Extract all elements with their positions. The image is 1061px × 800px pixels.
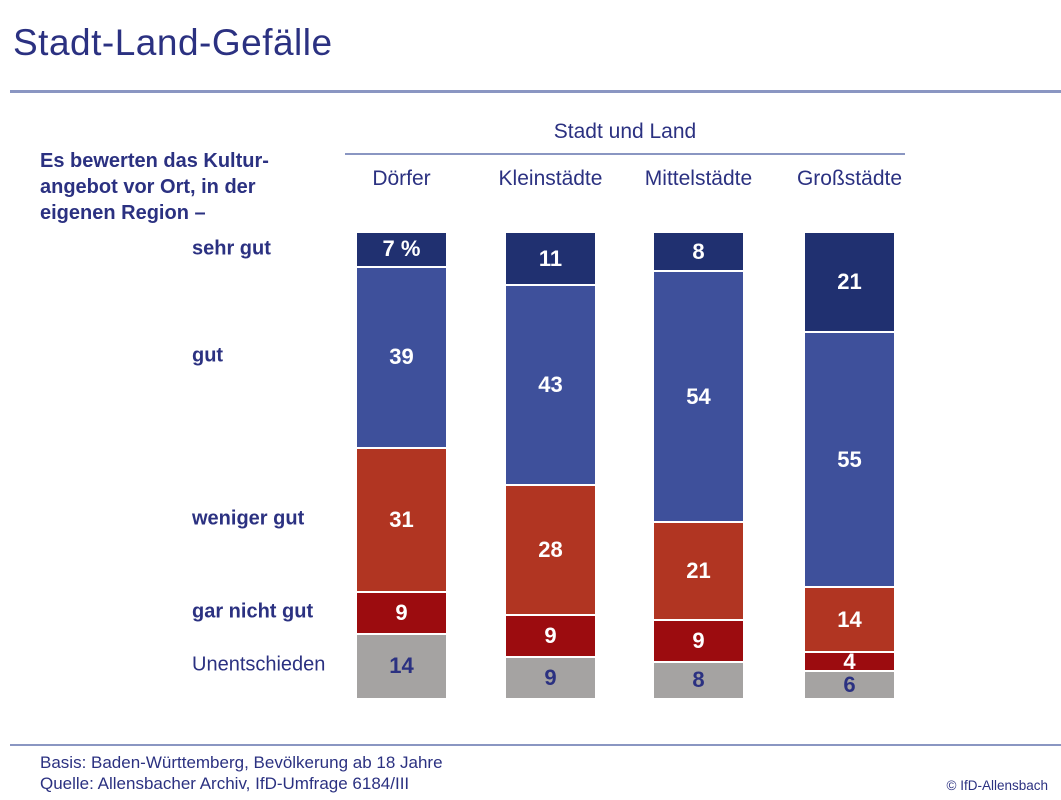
bar-value-label: 8	[692, 667, 705, 693]
bar-value-label: 28	[538, 537, 563, 563]
column-label: Mittelstädte	[644, 167, 753, 190]
bar-segment: 4	[805, 648, 894, 674]
bar-segment: 6	[805, 670, 894, 698]
bar-segment: 9	[654, 618, 743, 661]
bar-value-label: 8	[692, 238, 705, 264]
bar-value-label: 9	[395, 599, 408, 625]
page-title: Stadt-Land-Gefälle	[13, 22, 333, 63]
bar-value-label: 14	[389, 653, 414, 679]
chart-question: Es bewerten das Kultur- angebot vor Ort,…	[40, 148, 269, 226]
bar-segment: 43	[506, 284, 595, 485]
bar-value-label: 21	[837, 268, 862, 294]
footer-divider	[10, 744, 1061, 746]
column-label: Dörfer	[372, 167, 431, 190]
bar-segment: 9	[506, 656, 595, 698]
bar-value-label: 21	[686, 558, 711, 584]
bar-value-label: 9	[544, 623, 557, 649]
row-label: gar nicht gut	[192, 600, 314, 623]
chart-question-line3: eigenen Region –	[40, 202, 206, 224]
row-label: weniger gut	[192, 507, 305, 530]
bar-column-1: 7 % 39 31 9 14	[357, 233, 446, 698]
bar-value-label: 39	[389, 344, 414, 370]
bar-value-label: 11	[538, 245, 563, 271]
bar-value-label: 4	[843, 648, 856, 674]
bar-column-3: 8 54 21 9 8	[654, 233, 743, 698]
bar-segment: 14	[357, 632, 446, 698]
bar-segment: 55	[805, 330, 894, 587]
bar-value-label: 55	[837, 446, 862, 472]
bar-segment: 21	[654, 521, 743, 619]
bar-segment: 39	[357, 265, 446, 447]
bar-segment: 21	[805, 233, 894, 331]
bar-segment: 9	[357, 591, 446, 633]
group-header: Stadt und Land	[553, 120, 697, 143]
bar-column-4: 21 55 14 4 6	[805, 233, 894, 698]
bar-value-label: 43	[538, 372, 563, 398]
footer-quelle: Quelle: Allensbacher Archiv, IfD-Umfrage…	[40, 774, 410, 793]
group-divider	[345, 153, 905, 155]
row-label: Unentschieden	[192, 653, 326, 676]
bar-segment: 11	[506, 233, 595, 285]
bar-value-label: 9	[692, 627, 705, 653]
bar-segment: 54	[654, 270, 743, 522]
copyright: © IfD-Allensbach	[946, 778, 1049, 793]
column-label: Kleinstädte	[498, 167, 603, 190]
bar-segment: 9	[506, 614, 595, 657]
bar-segment: 8	[654, 660, 743, 698]
bar-value-label: 54	[686, 383, 711, 409]
chart-question-line1: Es bewerten das Kultur-	[40, 150, 269, 172]
row-label: sehr gut	[192, 237, 271, 260]
bar-segment: 31	[357, 446, 446, 592]
bar-value-label: 6	[843, 672, 856, 698]
bar-segment: 8	[654, 233, 743, 271]
bar-value-label: 31	[389, 506, 414, 532]
bar-value-label: 7 %	[382, 236, 421, 262]
column-label: Großstädte	[796, 167, 903, 190]
bar-segment: 7 %	[357, 233, 446, 266]
bar-column-2: 11 43 28 9 9	[506, 233, 595, 698]
bar-segment: 28	[506, 484, 595, 615]
row-label: gut	[192, 344, 224, 367]
title-divider	[10, 90, 1061, 93]
footer-basis: Basis: Baden-Württemberg, Bevölkerung ab…	[40, 753, 443, 772]
bar-value-label: 14	[837, 606, 862, 632]
bar-segment: 14	[805, 586, 894, 652]
bar-value-label: 9	[544, 665, 557, 691]
chart-question-line2: angebot vor Ort, in der	[40, 176, 256, 198]
